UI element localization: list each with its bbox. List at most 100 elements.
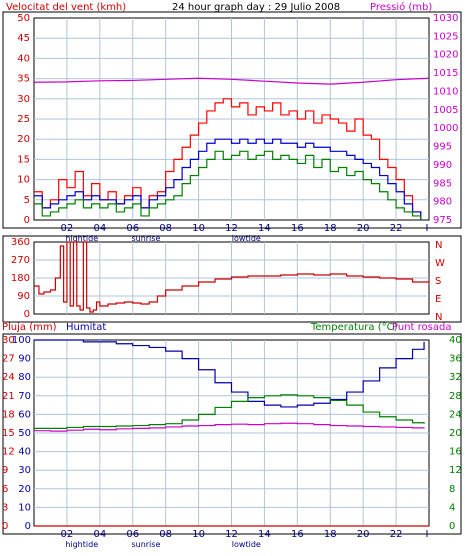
temperature-axis-label: Temperatura (°C) bbox=[310, 322, 398, 333]
humidity-hour-label: 06 bbox=[126, 529, 139, 540]
humidity-hour-label: 10 bbox=[192, 529, 205, 540]
wind-hour-label: 22 bbox=[390, 223, 403, 234]
rain-y-tick: 9 bbox=[2, 465, 8, 476]
direction-y-tick: 0 bbox=[24, 309, 30, 320]
humidity-y-tick: 80 bbox=[18, 372, 31, 383]
graph-title: 24 hour graph day : 29 Julio 2008 bbox=[172, 2, 340, 13]
series-temperature bbox=[34, 394, 425, 429]
series-average bbox=[34, 138, 422, 220]
wind-y-tick: 40 bbox=[17, 53, 30, 64]
temperature-y-tick: 32 bbox=[449, 372, 462, 383]
humidity-y-tick: 40 bbox=[18, 447, 31, 458]
pressure-y-tick: 1020 bbox=[433, 50, 458, 61]
wind-hour-label: 04 bbox=[93, 223, 106, 234]
humidity-event-hightide: hightide bbox=[65, 540, 98, 549]
wind-hour-label: 06 bbox=[126, 223, 139, 234]
humidity-frame bbox=[2, 333, 462, 535]
rain-y-tick: 21 bbox=[2, 391, 15, 402]
temperature-y-tick: 0 bbox=[449, 521, 455, 532]
rain-y-tick: 27 bbox=[2, 354, 15, 365]
wind-frame bbox=[2, 11, 462, 229]
temperature-y-tick: 16 bbox=[449, 447, 462, 458]
wind-y-tick: 25 bbox=[17, 114, 30, 125]
compass-tick: S bbox=[435, 276, 441, 287]
humidity-y-tick: 100 bbox=[12, 335, 31, 346]
pressure-y-tick: 990 bbox=[433, 160, 452, 171]
wind-y-tick: 15 bbox=[17, 154, 30, 165]
wind-y-tick: 20 bbox=[17, 134, 30, 145]
compass-tick: W bbox=[435, 258, 445, 269]
rain-y-tick: 15 bbox=[2, 428, 15, 439]
series-dewpoint bbox=[34, 422, 425, 432]
wind-y-tick: 5 bbox=[24, 195, 30, 206]
wind-y-tick: 45 bbox=[17, 33, 30, 44]
rain-y-tick: 6 bbox=[2, 484, 8, 495]
pressure-y-tick: 1030 bbox=[433, 13, 458, 24]
series-speed bbox=[34, 150, 422, 220]
wind-event-sunrise: sunrise bbox=[131, 234, 160, 243]
humidity-event-sunrise: sunrise bbox=[131, 540, 160, 549]
direction-y-tick: 180 bbox=[11, 273, 30, 284]
pressure-y-tick: 1015 bbox=[433, 68, 458, 79]
wind-hour-label: 02 bbox=[61, 223, 74, 234]
pressure-axis-label: Pressió (mb) bbox=[370, 1, 432, 13]
humidity-y-tick: 30 bbox=[18, 465, 31, 476]
wind-hour-label: 12 bbox=[225, 223, 238, 234]
humidity-hour-label: 14 bbox=[258, 529, 271, 540]
dewpoint-axis-label: Punt rosada bbox=[392, 322, 451, 333]
humidity-hour-label: 12 bbox=[225, 529, 238, 540]
wind-y-tick: 30 bbox=[17, 94, 30, 105]
rain-y-tick: 18 bbox=[2, 409, 15, 420]
pressure-y-tick: 980 bbox=[433, 197, 452, 208]
temperature-y-tick: 8 bbox=[449, 484, 455, 495]
direction-y-tick: 270 bbox=[11, 255, 30, 266]
humidity-y-tick: 10 bbox=[18, 502, 31, 513]
humidity-y-tick: 50 bbox=[18, 428, 31, 439]
rain-y-tick: 3 bbox=[2, 502, 8, 513]
humidity-y-tick: 20 bbox=[18, 484, 31, 495]
rain-y-tick: 0 bbox=[2, 521, 8, 532]
series-direction bbox=[34, 241, 430, 313]
humidity-event-lowtide: lowtide bbox=[232, 540, 261, 549]
direction-y-tick: 90 bbox=[17, 291, 30, 302]
wind-y-tick: 35 bbox=[17, 74, 30, 85]
humidity-y-tick: 60 bbox=[18, 409, 31, 420]
humidity-hour-label: 16 bbox=[291, 529, 304, 540]
humidity-y-tick: 70 bbox=[18, 391, 31, 402]
compass-tick: E bbox=[435, 294, 441, 305]
pressure-y-tick: 985 bbox=[433, 178, 452, 189]
humidity-axis-label: Humitat bbox=[66, 322, 106, 333]
rain-y-tick: 24 bbox=[2, 372, 15, 383]
pressure-y-tick: 1025 bbox=[433, 31, 458, 42]
humidity-hour-label: 18 bbox=[324, 529, 337, 540]
compass-tick: N bbox=[435, 312, 442, 323]
temperature-y-tick: 20 bbox=[449, 428, 462, 439]
wind-y-tick: 50 bbox=[17, 13, 30, 24]
wind-hour-label: 16 bbox=[291, 223, 304, 234]
wind-event-lowtide: lowtide bbox=[232, 234, 261, 243]
wind-hour-label: 20 bbox=[357, 223, 370, 234]
wind-speed-axis-label: Velocitat del vent (kmh) bbox=[6, 2, 126, 13]
humidity-hour-label: 04 bbox=[93, 529, 106, 540]
wind-hour-label: 14 bbox=[258, 223, 271, 234]
temperature-y-tick: 40 bbox=[449, 335, 462, 346]
humidity-hour-label: 20 bbox=[357, 529, 370, 540]
temperature-y-tick: 12 bbox=[449, 465, 462, 476]
wind-hour-label: 18 bbox=[324, 223, 337, 234]
temperature-y-tick: 24 bbox=[449, 409, 462, 420]
pressure-y-tick: 1010 bbox=[433, 86, 458, 97]
direction-y-tick: 360 bbox=[11, 237, 30, 248]
temperature-y-tick: 28 bbox=[449, 391, 462, 402]
wind-y-tick: 10 bbox=[17, 175, 30, 186]
temperature-y-tick: 4 bbox=[449, 502, 455, 513]
series-humidity bbox=[34, 339, 425, 408]
wind-end-mark: I bbox=[426, 223, 429, 234]
humidity-y-tick: 90 bbox=[18, 354, 31, 365]
rain-axis-label: Pluja (mm) bbox=[2, 322, 57, 333]
compass-tick: N bbox=[435, 240, 442, 251]
pressure-y-tick: 1005 bbox=[433, 105, 458, 116]
wind-y-tick: 0 bbox=[24, 215, 30, 226]
pressure-y-tick: 1000 bbox=[433, 123, 458, 134]
series-pressure bbox=[33, 77, 430, 85]
